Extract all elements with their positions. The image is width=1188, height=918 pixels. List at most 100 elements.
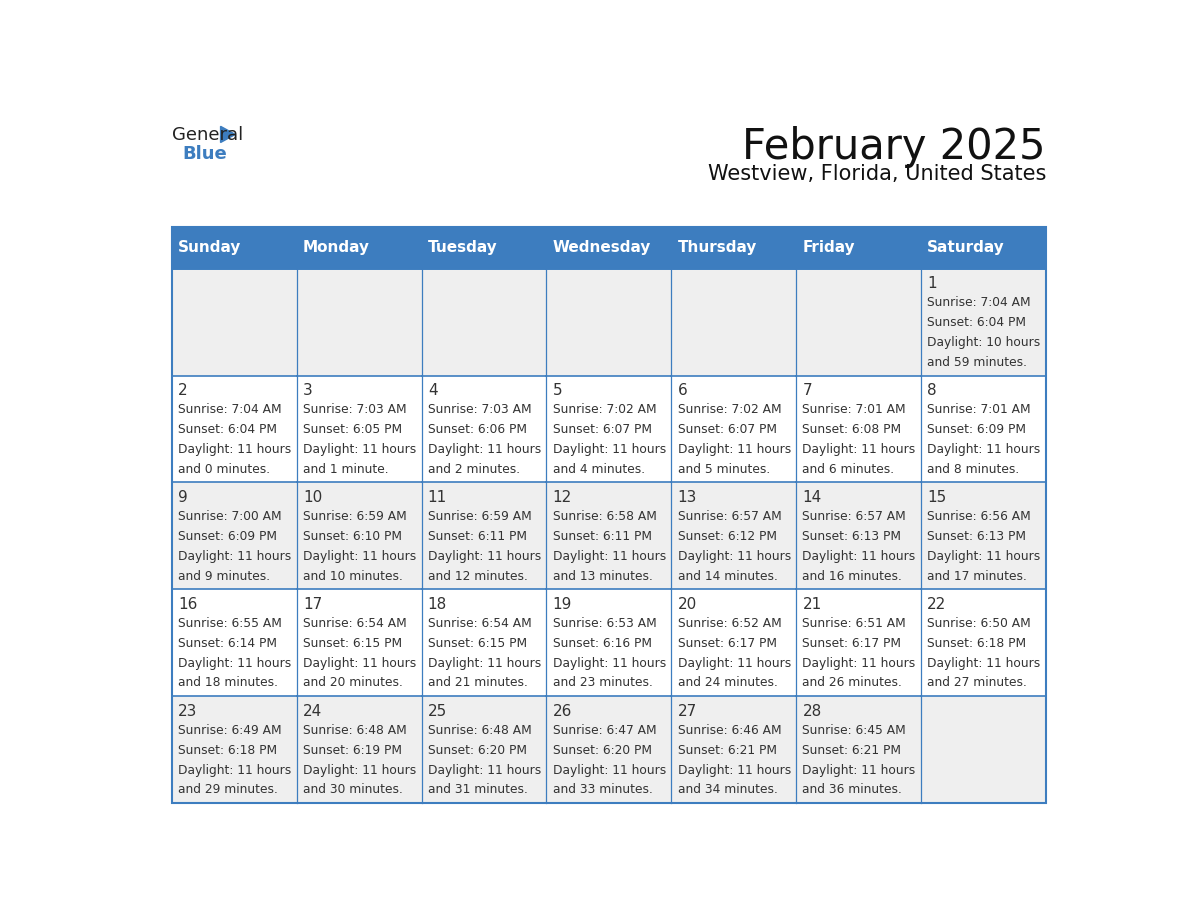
Text: and 24 minutes.: and 24 minutes. (677, 677, 777, 689)
Text: Sunrise: 6:48 AM: Sunrise: 6:48 AM (303, 724, 406, 737)
Text: and 9 minutes.: and 9 minutes. (178, 569, 270, 583)
Text: 10: 10 (303, 490, 322, 505)
Text: 27: 27 (677, 704, 697, 719)
Text: Sunset: 6:04 PM: Sunset: 6:04 PM (928, 316, 1026, 330)
Text: 9: 9 (178, 490, 188, 505)
Text: and 26 minutes.: and 26 minutes. (802, 677, 903, 689)
Text: Sunset: 6:21 PM: Sunset: 6:21 PM (677, 744, 777, 756)
Text: and 34 minutes.: and 34 minutes. (677, 783, 777, 797)
Text: Sunset: 6:13 PM: Sunset: 6:13 PM (802, 530, 902, 543)
Text: Daylight: 11 hours: Daylight: 11 hours (677, 550, 791, 563)
Text: and 14 minutes.: and 14 minutes. (677, 569, 777, 583)
Bar (422, 227, 546, 269)
Text: Sunset: 6:07 PM: Sunset: 6:07 PM (677, 423, 777, 436)
Bar (671, 696, 796, 803)
Text: and 59 minutes.: and 59 minutes. (928, 356, 1028, 369)
Text: Sunset: 6:18 PM: Sunset: 6:18 PM (928, 637, 1026, 650)
Text: Daylight: 11 hours: Daylight: 11 hours (303, 764, 416, 777)
Text: and 36 minutes.: and 36 minutes. (802, 783, 903, 797)
Text: Daylight: 11 hours: Daylight: 11 hours (178, 656, 291, 670)
Text: and 6 minutes.: and 6 minutes. (802, 463, 895, 476)
Polygon shape (221, 127, 235, 142)
Text: Sunset: 6:17 PM: Sunset: 6:17 PM (802, 637, 902, 650)
Text: and 21 minutes.: and 21 minutes. (428, 677, 527, 689)
Text: Daylight: 11 hours: Daylight: 11 hours (552, 442, 666, 456)
Bar (796, 227, 921, 269)
Bar (297, 227, 422, 269)
Text: Sunrise: 6:49 AM: Sunrise: 6:49 AM (178, 724, 282, 737)
Text: Sunset: 6:06 PM: Sunset: 6:06 PM (428, 423, 526, 436)
Text: and 8 minutes.: and 8 minutes. (928, 463, 1019, 476)
Bar (671, 227, 796, 269)
Text: and 20 minutes.: and 20 minutes. (303, 677, 403, 689)
Text: Daylight: 11 hours: Daylight: 11 hours (928, 442, 1041, 456)
Text: 19: 19 (552, 597, 573, 611)
Text: Sunrise: 6:59 AM: Sunrise: 6:59 AM (303, 510, 406, 523)
Text: Sunset: 6:10 PM: Sunset: 6:10 PM (303, 530, 402, 543)
Text: 26: 26 (552, 704, 573, 719)
Text: 7: 7 (802, 383, 813, 398)
Text: Sunset: 6:09 PM: Sunset: 6:09 PM (928, 423, 1026, 436)
Bar (546, 589, 671, 696)
Text: Daylight: 11 hours: Daylight: 11 hours (428, 764, 541, 777)
Bar (172, 589, 297, 696)
Text: 5: 5 (552, 383, 562, 398)
Text: Sunrise: 7:01 AM: Sunrise: 7:01 AM (802, 403, 906, 417)
Bar (796, 269, 921, 375)
Bar (297, 483, 422, 589)
Text: Sunrise: 6:53 AM: Sunrise: 6:53 AM (552, 617, 657, 630)
Bar (796, 696, 921, 803)
Text: Sunrise: 7:04 AM: Sunrise: 7:04 AM (178, 403, 282, 417)
Text: Sunset: 6:19 PM: Sunset: 6:19 PM (303, 744, 402, 756)
Text: Friday: Friday (802, 241, 855, 255)
Text: Daylight: 11 hours: Daylight: 11 hours (303, 550, 416, 563)
Text: 3: 3 (303, 383, 312, 398)
Text: Daylight: 11 hours: Daylight: 11 hours (428, 656, 541, 670)
Text: Sunrise: 6:45 AM: Sunrise: 6:45 AM (802, 724, 906, 737)
Text: and 23 minutes.: and 23 minutes. (552, 677, 652, 689)
Text: and 2 minutes.: and 2 minutes. (428, 463, 520, 476)
Bar (422, 589, 546, 696)
Text: Tuesday: Tuesday (428, 241, 498, 255)
Text: February 2025: February 2025 (742, 126, 1045, 168)
Text: and 30 minutes.: and 30 minutes. (303, 783, 403, 797)
Text: Blue: Blue (183, 145, 227, 162)
Text: Wednesday: Wednesday (552, 241, 651, 255)
Text: Daylight: 11 hours: Daylight: 11 hours (677, 442, 791, 456)
Bar (297, 589, 422, 696)
Text: and 29 minutes.: and 29 minutes. (178, 783, 278, 797)
Bar (546, 483, 671, 589)
Text: Sunrise: 7:04 AM: Sunrise: 7:04 AM (928, 297, 1031, 309)
Bar (796, 483, 921, 589)
Text: and 12 minutes.: and 12 minutes. (428, 569, 527, 583)
Text: Westview, Florida, United States: Westview, Florida, United States (708, 164, 1045, 185)
Text: Sunrise: 6:48 AM: Sunrise: 6:48 AM (428, 724, 531, 737)
Text: and 27 minutes.: and 27 minutes. (928, 677, 1028, 689)
Text: and 0 minutes.: and 0 minutes. (178, 463, 270, 476)
Bar (921, 227, 1045, 269)
Bar (422, 375, 546, 483)
Text: Sunrise: 6:57 AM: Sunrise: 6:57 AM (677, 510, 782, 523)
Text: Sunset: 6:13 PM: Sunset: 6:13 PM (928, 530, 1026, 543)
Bar (921, 269, 1045, 375)
Text: Daylight: 11 hours: Daylight: 11 hours (428, 442, 541, 456)
Bar (796, 589, 921, 696)
Text: Sunset: 6:20 PM: Sunset: 6:20 PM (552, 744, 652, 756)
Bar (796, 375, 921, 483)
Text: Monday: Monday (303, 241, 369, 255)
Bar (422, 696, 546, 803)
Bar (671, 375, 796, 483)
Text: and 13 minutes.: and 13 minutes. (552, 569, 652, 583)
Text: Daylight: 11 hours: Daylight: 11 hours (928, 550, 1041, 563)
Bar (297, 696, 422, 803)
Text: Sunset: 6:17 PM: Sunset: 6:17 PM (677, 637, 777, 650)
Text: Sunrise: 6:46 AM: Sunrise: 6:46 AM (677, 724, 782, 737)
Text: 12: 12 (552, 490, 571, 505)
Text: Daylight: 11 hours: Daylight: 11 hours (178, 550, 291, 563)
Text: Sunrise: 7:03 AM: Sunrise: 7:03 AM (303, 403, 406, 417)
Text: Sunset: 6:07 PM: Sunset: 6:07 PM (552, 423, 652, 436)
Bar (546, 375, 671, 483)
Text: Sunset: 6:15 PM: Sunset: 6:15 PM (428, 637, 527, 650)
Bar (422, 483, 546, 589)
Text: Daylight: 11 hours: Daylight: 11 hours (552, 550, 666, 563)
